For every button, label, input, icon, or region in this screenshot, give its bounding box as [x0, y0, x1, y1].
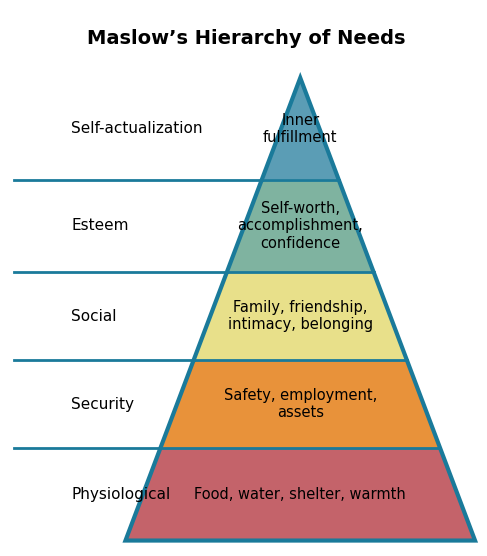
Polygon shape: [262, 78, 339, 180]
Polygon shape: [227, 180, 374, 272]
Text: Physiological: Physiological: [71, 486, 170, 502]
Text: Esteem: Esteem: [71, 219, 129, 234]
Text: Family, friendship,
intimacy, belonging: Family, friendship, intimacy, belonging: [228, 300, 373, 332]
Text: Security: Security: [71, 396, 134, 411]
Text: Food, water, shelter, warmth: Food, water, shelter, warmth: [194, 486, 406, 502]
Polygon shape: [126, 448, 475, 540]
Text: Self-actualization: Self-actualization: [71, 121, 203, 136]
Text: Social: Social: [71, 309, 117, 324]
Text: Inner
fulfillment: Inner fulfillment: [263, 112, 337, 145]
Title: Maslow’s Hierarchy of Needs: Maslow’s Hierarchy of Needs: [87, 29, 405, 48]
Polygon shape: [160, 360, 440, 448]
Text: Self-worth,
accomplishment,
confidence: Self-worth, accomplishment, confidence: [237, 201, 363, 251]
Polygon shape: [194, 272, 407, 360]
Text: Safety, employment,
assets: Safety, employment, assets: [224, 388, 377, 420]
